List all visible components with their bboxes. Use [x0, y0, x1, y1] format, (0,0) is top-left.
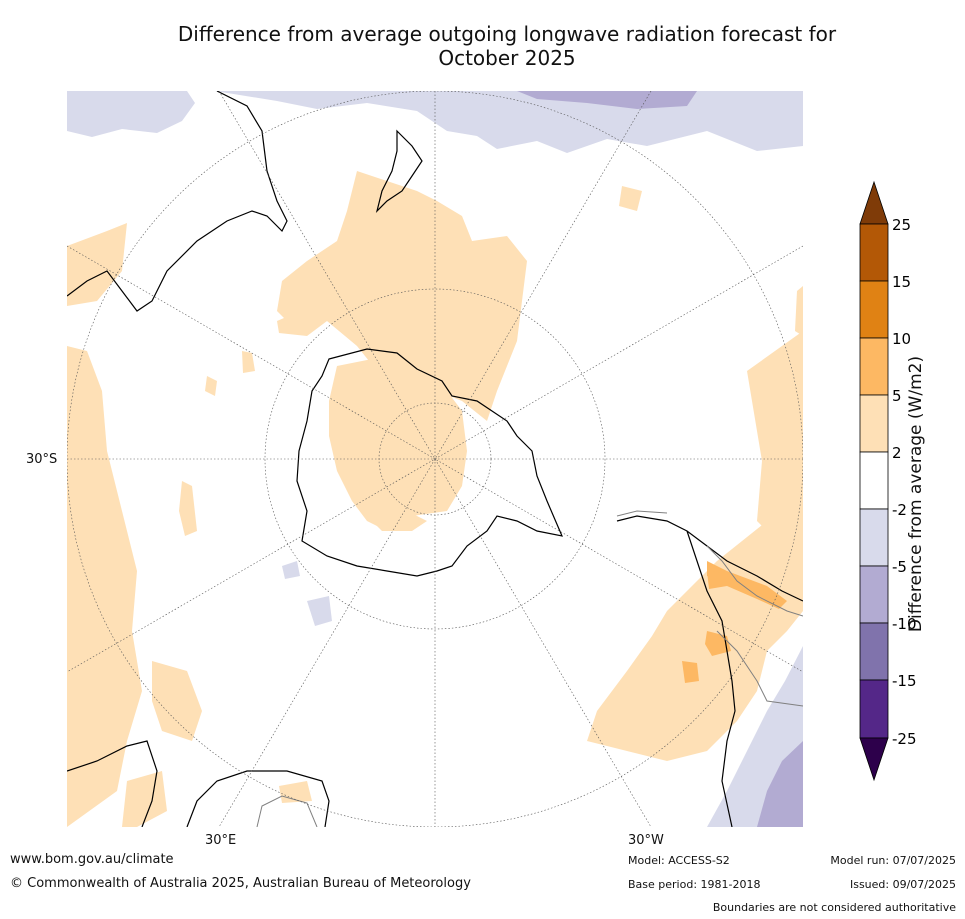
coastlines	[67, 91, 803, 827]
footer-copyright: © Commonwealth of Australia 2025, Austra…	[10, 876, 471, 891]
graticule	[67, 91, 803, 827]
colorbar-bin	[859, 508, 889, 567]
colorbar-tick: 15	[892, 273, 911, 291]
colorbar-bin	[859, 280, 889, 339]
colorbar-tick: -25	[892, 730, 917, 748]
colorbar-bin	[859, 679, 889, 739]
title-line-1: Difference from average outgoing longwav…	[177, 22, 837, 46]
colorbar-tick: 25	[892, 216, 911, 234]
lon-label-30e: 30°E	[205, 833, 237, 848]
colorbar-bin	[859, 565, 889, 624]
colorbar-bin	[859, 622, 889, 681]
country-boundaries	[256, 510, 803, 827]
footer-base-period: Base period: 1981-2018	[628, 878, 761, 891]
colorbar-tick: -15	[892, 672, 917, 690]
colorbar-tick: 2	[892, 444, 902, 462]
colorbar-over-triangle	[859, 180, 889, 225]
colorbar-bin	[859, 337, 889, 396]
footer-model: Model: ACCESS-S2	[628, 854, 730, 867]
footer-issued: Issued: 09/07/2025	[849, 878, 956, 891]
colorbar-tick: -5	[892, 558, 907, 576]
title-line-2: October 2025	[438, 46, 576, 70]
lon-label-30w: 30°W	[628, 833, 664, 848]
map-svg	[67, 91, 803, 827]
colorbar: 25 15 10 5 2 -2 -5 -10 -15 -25	[859, 180, 917, 782]
colorbar-title: Difference from average (W/m2)	[906, 355, 926, 633]
colorbar-tick: -2	[892, 501, 907, 519]
colorbar-tick: -10	[892, 615, 917, 633]
negative-anomaly-regions	[67, 91, 803, 827]
footer-model-run: Model run: 07/07/2025	[830, 854, 956, 867]
colorbar-bin	[859, 451, 889, 510]
colorbar-under-triangle	[859, 737, 889, 782]
map-title: Difference from average outgoing longwav…	[0, 22, 965, 70]
lat-label-30s: 30°S	[26, 452, 58, 467]
colorbar-bin	[859, 223, 889, 282]
footer-disclaimer: Boundaries are not considered authoritat…	[712, 901, 956, 914]
colorbar-tick: 5	[892, 387, 902, 405]
colorbar-tick: 10	[892, 330, 911, 348]
footer-url: www.bom.gov.au/climate	[10, 852, 174, 867]
polar-map	[67, 91, 803, 827]
colorbar-bin	[859, 394, 889, 453]
